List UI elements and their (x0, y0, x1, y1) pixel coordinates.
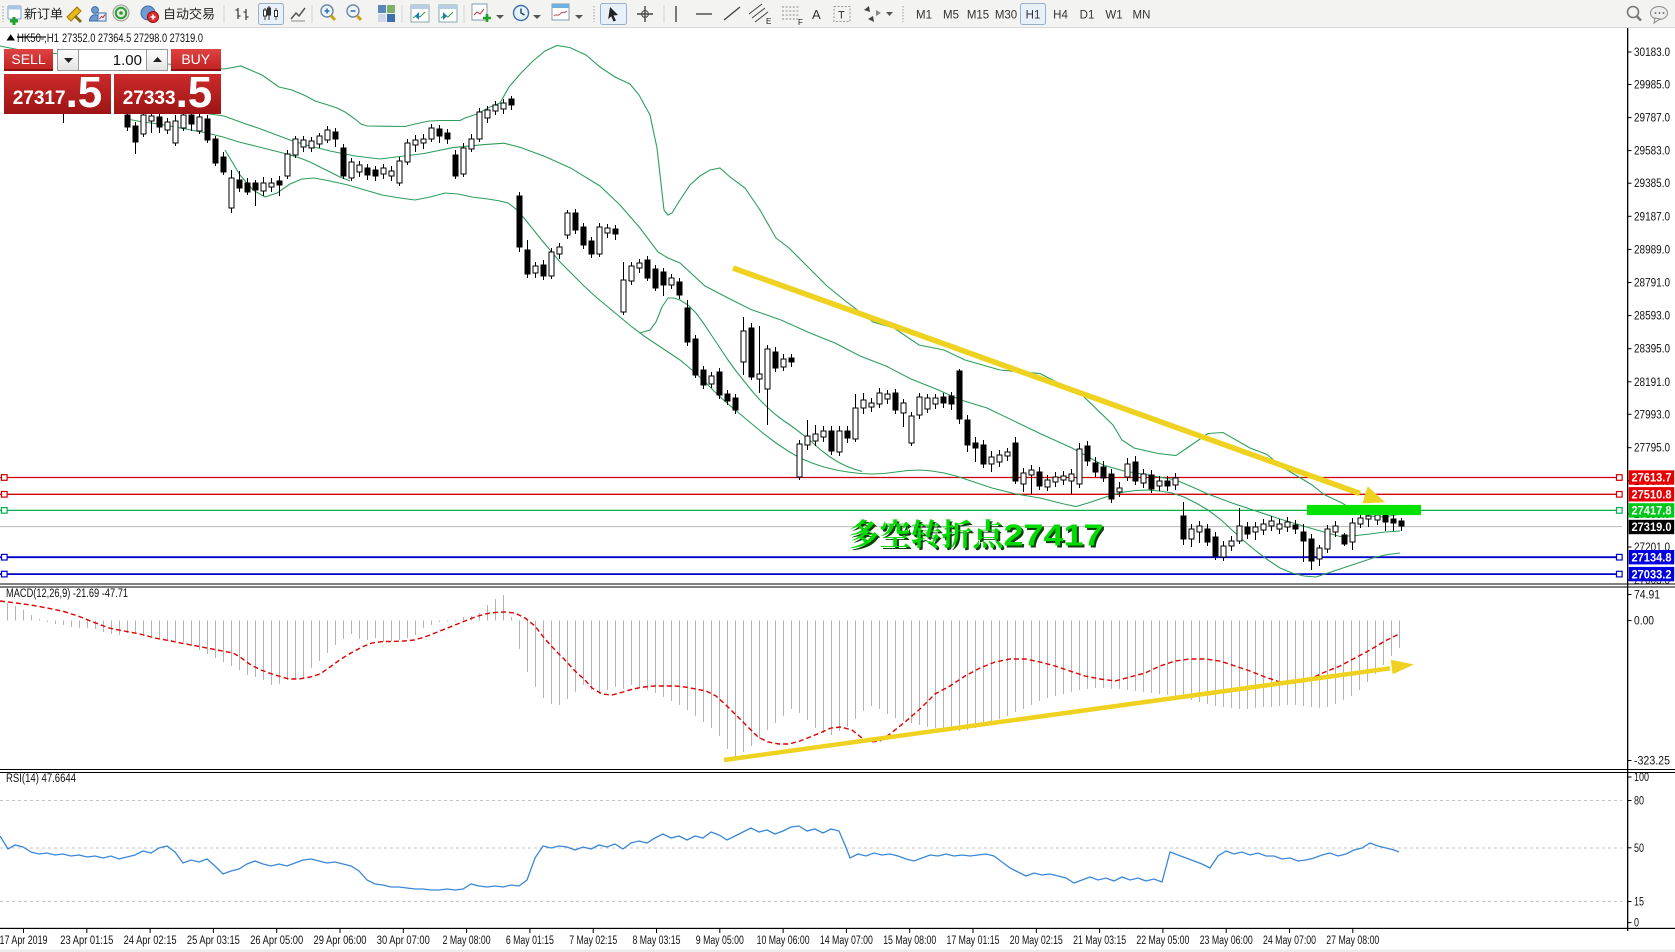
svg-text:15 May 08:00: 15 May 08:00 (883, 935, 936, 947)
svg-text:100: 100 (1634, 772, 1649, 784)
svg-text:27613.7: 27613.7 (1632, 471, 1672, 485)
svg-text:29 Apr 06:00: 29 Apr 06:00 (314, 935, 367, 947)
svg-text:MACD(12,26,9) -21.69 -47.71: MACD(12,26,9) -21.69 -47.71 (6, 588, 128, 600)
svg-text:27319.0: 27319.0 (1632, 520, 1672, 534)
svg-text:H1: H1 (1026, 10, 1041, 22)
svg-text:M15: M15 (967, 10, 989, 22)
svg-text:23 May 06:00: 23 May 06:00 (1200, 935, 1253, 947)
svg-text:E: E (766, 17, 771, 26)
svg-text:17 May 01:15: 17 May 01:15 (947, 935, 1000, 947)
svg-text:10 May 06:00: 10 May 06:00 (757, 935, 810, 947)
svg-text:M30: M30 (995, 10, 1017, 22)
svg-text:27 May 08:00: 27 May 08:00 (1326, 935, 1379, 947)
svg-text:A: A (812, 7, 821, 22)
svg-text:29985.0: 29985.0 (1634, 80, 1670, 92)
svg-text:9 May 05:00: 9 May 05:00 (696, 935, 744, 947)
svg-text:27510.8: 27510.8 (1632, 488, 1672, 502)
svg-text:30183.0: 30183.0 (1634, 47, 1670, 59)
svg-text:27417: 27417 (1004, 518, 1104, 553)
svg-text:29787.0: 29787.0 (1634, 113, 1670, 125)
svg-text:F: F (798, 18, 803, 27)
svg-text:28191.0: 28191.0 (1634, 377, 1670, 389)
svg-text:25 Apr 03:15: 25 Apr 03:15 (187, 935, 240, 947)
svg-text:74.91: 74.91 (1634, 590, 1660, 602)
svg-text:27417.8: 27417.8 (1632, 504, 1672, 518)
svg-text:30 Apr 07:00: 30 Apr 07:00 (377, 935, 430, 947)
svg-text:RSI(14) 47.6644: RSI(14) 47.6644 (6, 773, 76, 785)
svg-text:D1: D1 (1080, 10, 1095, 22)
svg-text:7 May 02:15: 7 May 02:15 (569, 935, 617, 947)
svg-text:MN: MN (1133, 10, 1151, 22)
svg-text:6 May 01:15: 6 May 01:15 (506, 935, 554, 947)
svg-text:80: 80 (1634, 796, 1644, 808)
svg-text:8 May 03:15: 8 May 03:15 (633, 935, 681, 947)
svg-text:24 Apr 02:15: 24 Apr 02:15 (124, 935, 177, 947)
svg-text:-323.25: -323.25 (1634, 756, 1670, 768)
svg-text:T: T (838, 10, 845, 22)
svg-text:14 May 07:00: 14 May 07:00 (820, 935, 873, 947)
svg-text:W1: W1 (1105, 10, 1122, 22)
svg-text:21 May 03:15: 21 May 03:15 (1073, 935, 1126, 947)
svg-text:50: 50 (1634, 843, 1644, 855)
svg-text:2 May 08:00: 2 May 08:00 (443, 935, 491, 947)
svg-text:28989.0: 28989.0 (1634, 244, 1670, 256)
svg-text:27795.0: 27795.0 (1634, 443, 1670, 455)
svg-text:M5: M5 (943, 10, 959, 22)
svg-text:28791.0: 28791.0 (1634, 278, 1670, 290)
svg-text:29187.0: 29187.0 (1634, 211, 1670, 223)
svg-text:28593.0: 28593.0 (1634, 311, 1670, 323)
svg-text:29583.0: 29583.0 (1634, 146, 1670, 158)
svg-text:24 May 07:00: 24 May 07:00 (1263, 935, 1316, 947)
svg-text:27417: 27417 (1006, 520, 1106, 555)
svg-text:M1: M1 (916, 10, 932, 22)
svg-text:27134.8: 27134.8 (1632, 550, 1672, 564)
svg-text:28395.0: 28395.0 (1634, 344, 1670, 356)
svg-text:27993.0: 27993.0 (1634, 409, 1670, 421)
svg-text:0: 0 (1634, 918, 1639, 930)
svg-text:0.00: 0.00 (1634, 616, 1654, 628)
svg-text:26 Apr 05:00: 26 Apr 05:00 (250, 935, 303, 947)
svg-text:22 May 05:00: 22 May 05:00 (1136, 935, 1189, 947)
svg-text:27033.2: 27033.2 (1632, 567, 1672, 581)
svg-text:H4: H4 (1053, 10, 1068, 22)
svg-text:29385.0: 29385.0 (1634, 178, 1670, 190)
svg-text:23 Apr 01:15: 23 Apr 01:15 (60, 935, 113, 947)
svg-text:27352.0 27364.5 27298.0 27319.: 27352.0 27364.5 27298.0 27319.0 (62, 31, 203, 45)
svg-text:17 Apr 2019: 17 Apr 2019 (0, 935, 48, 947)
svg-text:20 May 02:15: 20 May 02:15 (1010, 935, 1063, 947)
svg-text:HK50-,H1: HK50-,H1 (17, 31, 59, 45)
svg-text:15: 15 (1634, 897, 1644, 909)
